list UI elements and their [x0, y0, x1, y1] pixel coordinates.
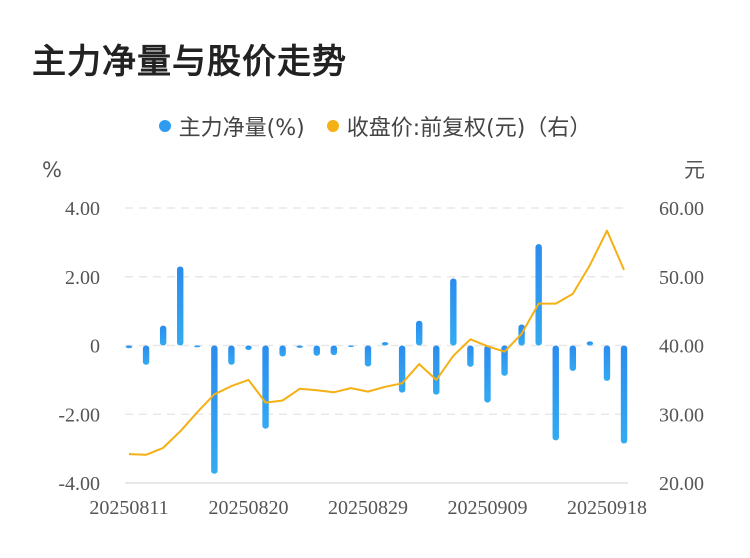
net-flow-bar: [535, 244, 542, 346]
left-tick-label: 2.00: [65, 267, 100, 289]
legend-label-net-flow: 主力净量(%): [178, 116, 305, 141]
net-flow-bar: [586, 341, 594, 346]
net-flow-bar: [398, 345, 406, 393]
left-axis-unit: %: [42, 158, 62, 182]
net-flow-bar: [245, 345, 252, 350]
net-flow-bar: [125, 345, 133, 349]
net-flow-bar: [296, 345, 303, 348]
net-flow-bar: [313, 345, 320, 356]
right-tick-label: 60.00: [659, 198, 704, 220]
left-tick-label: 4.00: [65, 198, 100, 220]
net-flow-bar: [569, 345, 577, 371]
net-flow-bar: [450, 278, 457, 346]
net-flow-bar: [467, 345, 474, 367]
right-tick-label: 20.00: [659, 473, 704, 495]
net-flow-bar: [177, 266, 184, 346]
right-tick-label: 50.00: [659, 267, 704, 289]
right-tick-label: 30.00: [659, 404, 704, 426]
x-tick-label: 20250909: [447, 497, 527, 519]
net-flow-bar: [433, 345, 440, 395]
net-flow-bar: [347, 345, 355, 347]
net-flow-bar: [279, 345, 286, 357]
net-flow-bar: [552, 345, 559, 441]
x-tick-label: 20250829: [328, 497, 408, 519]
net-flow-bar: [364, 345, 372, 367]
right-axis-unit: 元: [684, 158, 705, 182]
x-tick-label: 20250918: [567, 497, 647, 519]
net-flow-bar: [501, 345, 508, 376]
right-tick-label: 40.00: [659, 336, 704, 358]
left-tick-label: -4.00: [58, 473, 100, 495]
net-flow-bar: [603, 345, 611, 381]
net-flow-bar: [484, 345, 491, 403]
chart-title: 主力净量与股价走势: [32, 42, 347, 82]
x-tick-label: 20250811: [89, 497, 168, 519]
legend-marker-close-price: [326, 120, 339, 132]
x-tick-label: 20250820: [208, 497, 288, 519]
net-flow-bar: [142, 345, 150, 365]
legend-label-close-price: 收盘价:前复权(元)（右）: [346, 116, 592, 141]
net-flow-bar: [262, 345, 269, 429]
net-flow-bar: [228, 345, 235, 365]
legend-item-net-flow[interactable]: 主力净量(%): [158, 110, 305, 142]
net-flow-bar: [330, 345, 338, 356]
left-tick-label: -2.00: [58, 404, 100, 426]
legend-item-close-price[interactable]: 收盘价:前复权(元)（右）: [326, 110, 592, 142]
left-tick-label: 0: [90, 336, 100, 358]
close-price-line: [128, 229, 625, 456]
net-flow-bar: [415, 320, 423, 346]
net-flow-bar: [211, 345, 218, 474]
legend-marker-net-flow: [158, 120, 171, 132]
net-flow-bar: [620, 345, 628, 444]
net-flow-bar: [159, 325, 167, 346]
net-flow-bar: [194, 345, 201, 348]
legend: 主力净量(%) 收盘价:前复权(元)（右）: [0, 110, 750, 142]
net-flow-bar: [381, 342, 389, 346]
